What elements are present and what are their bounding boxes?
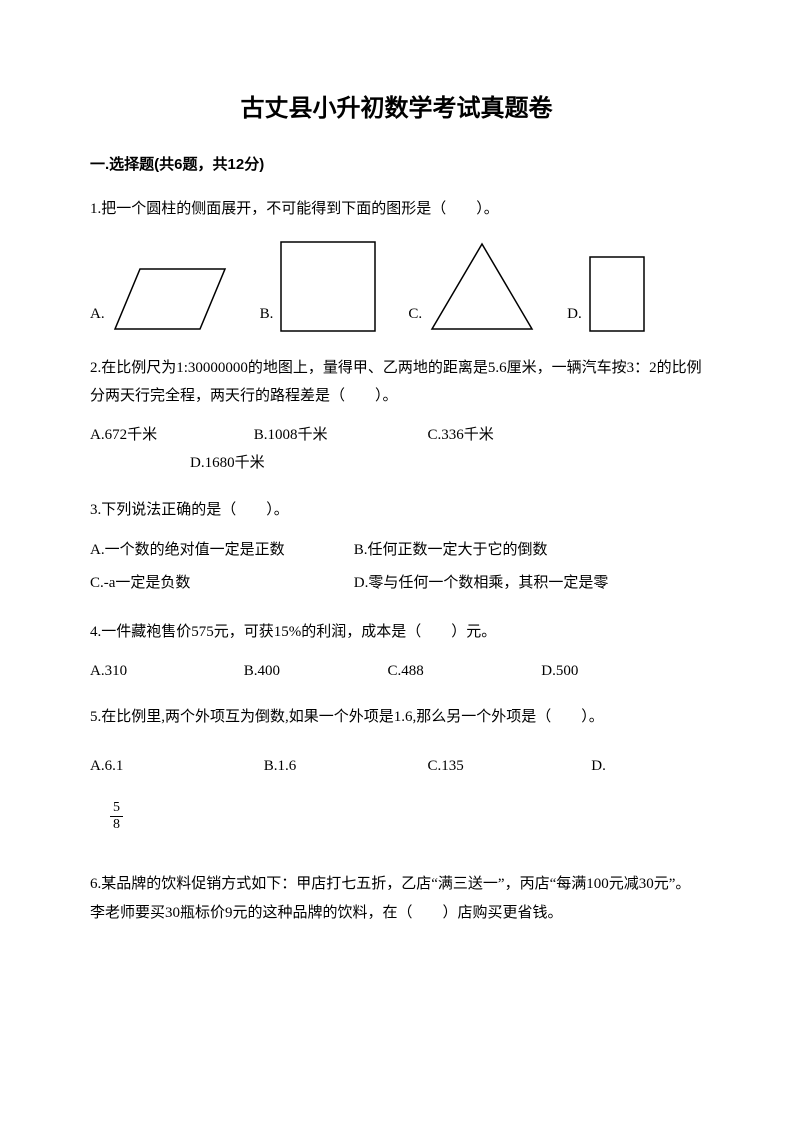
question-1: 1.把一个圆柱的侧面展开，不可能得到下面的图形是（ ）。 A. B. C. D. bbox=[90, 195, 703, 334]
q5-text: 5.在比例里,两个外项互为倒数,如果一个外项是1.6,那么另一个外项是（ ）。 bbox=[90, 703, 703, 732]
q2-option-a: A.672千米 bbox=[90, 421, 250, 450]
q3-option-b: B.任何正数一定大于它的倒数 bbox=[354, 534, 548, 567]
q4-option-c: C.488 bbox=[388, 657, 538, 686]
q5-fraction: 5 8 bbox=[110, 800, 123, 832]
q6-text: 6.某品牌的饮料促销方式如下：甲店打七五折，乙店“满三送一”，丙店“每满100元… bbox=[90, 870, 703, 927]
q5-frac-num: 5 bbox=[110, 800, 123, 816]
question-5: 5.在比例里,两个外项互为倒数,如果一个外项是1.6,那么另一个外项是（ ）。 … bbox=[90, 703, 703, 852]
q2-option-b: B.1008千米 bbox=[254, 421, 424, 450]
q4-options: A.310 B.400 C.488 D.500 bbox=[90, 657, 703, 686]
q1-text: 1.把一个圆柱的侧面展开，不可能得到下面的图形是（ ）。 bbox=[90, 195, 703, 224]
q4-option-b: B.400 bbox=[244, 657, 384, 686]
q2-options: A.672千米 B.1008千米 C.336千米 D.1680千米 bbox=[90, 421, 703, 478]
q1-option-a: A. bbox=[90, 264, 230, 334]
q1-label-b: B. bbox=[260, 300, 274, 329]
q5-frac-den: 8 bbox=[110, 817, 123, 832]
triangle-icon bbox=[427, 239, 537, 334]
section-header: 一.选择题(共6题，共12分) bbox=[90, 153, 703, 177]
q2-text: 2.在比例尺为1:30000000的地图上，量得甲、乙两地的距离是5.6厘米，一… bbox=[90, 354, 703, 411]
square-icon bbox=[278, 239, 378, 334]
q3-option-d: D.零与任何一个数相乘，其积一定是零 bbox=[354, 567, 609, 600]
q5-option-a: A.6.1 bbox=[90, 752, 260, 781]
q1-option-b: B. bbox=[260, 239, 379, 334]
q1-options: A. B. C. D. bbox=[90, 239, 703, 334]
q1-label-c: C. bbox=[408, 300, 422, 329]
q3-text: 3.下列说法正确的是（ ）。 bbox=[90, 496, 703, 525]
q3-option-c: C.-a一定是负数 bbox=[90, 567, 350, 600]
q2-option-d: D.1680千米 bbox=[190, 449, 300, 478]
q5-option-c: C.135 bbox=[428, 752, 588, 781]
q4-option-a: A.310 bbox=[90, 657, 240, 686]
parallelogram-icon bbox=[110, 264, 230, 334]
q5-option-b: B.1.6 bbox=[264, 752, 424, 781]
q3-option-a: A.一个数的绝对值一定是正数 bbox=[90, 534, 350, 567]
rectangle-icon bbox=[587, 254, 647, 334]
q1-option-c: C. bbox=[408, 239, 537, 334]
question-4: 4.一件藏袍售价575元，可获15%的利润，成本是（ ）元。 A.310 B.4… bbox=[90, 618, 703, 685]
q5-option-d: D. bbox=[591, 752, 606, 781]
q4-text: 4.一件藏袍售价575元，可获15%的利润，成本是（ ）元。 bbox=[90, 618, 703, 647]
q4-option-d: D.500 bbox=[541, 657, 578, 686]
q1-label-a: A. bbox=[90, 300, 105, 329]
page-title: 古丈县小升初数学考试真题卷 bbox=[90, 90, 703, 128]
q5-options: A.6.1 B.1.6 C.135 D. bbox=[90, 752, 703, 781]
q1-option-d: D. bbox=[567, 254, 647, 334]
q3-options: A.一个数的绝对值一定是正数 B.任何正数一定大于它的倒数 C.-a一定是负数 … bbox=[90, 534, 703, 600]
question-6: 6.某品牌的饮料促销方式如下：甲店打七五折，乙店“满三送一”，丙店“每满100元… bbox=[90, 870, 703, 927]
q2-option-c: C.336千米 bbox=[428, 421, 538, 450]
q1-label-d: D. bbox=[567, 300, 582, 329]
question-2: 2.在比例尺为1:30000000的地图上，量得甲、乙两地的距离是5.6厘米，一… bbox=[90, 354, 703, 478]
question-3: 3.下列说法正确的是（ ）。 A.一个数的绝对值一定是正数 B.任何正数一定大于… bbox=[90, 496, 703, 601]
